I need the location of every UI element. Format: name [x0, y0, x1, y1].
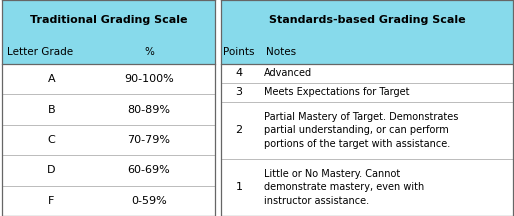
Text: 3: 3	[235, 87, 243, 97]
Text: 70-79%: 70-79%	[127, 135, 171, 145]
Text: Meets Expectations for Target: Meets Expectations for Target	[264, 87, 409, 97]
Text: 1: 1	[235, 183, 243, 192]
Text: 90-100%: 90-100%	[124, 74, 174, 84]
Text: 2: 2	[235, 125, 243, 135]
Text: C: C	[47, 135, 56, 145]
Bar	[221, 40, 513, 64]
Text: F: F	[48, 196, 54, 206]
Text: Advanced: Advanced	[264, 68, 312, 78]
Text: 60-69%: 60-69%	[127, 165, 171, 175]
Text: Points: Points	[223, 47, 255, 57]
Text: Partial Mastery of Target. Demonstrates
partial understanding, or can perform
po: Partial Mastery of Target. Demonstrates …	[264, 112, 458, 149]
Text: B: B	[48, 105, 55, 114]
Bar	[221, 0, 513, 40]
Bar	[2, 40, 215, 64]
Text: Notes: Notes	[266, 47, 297, 57]
Text: Traditional Grading Scale: Traditional Grading Scale	[30, 15, 187, 25]
Text: A: A	[48, 74, 55, 84]
Text: 0-59%: 0-59%	[131, 196, 167, 206]
Text: Standards-based Grading Scale: Standards-based Grading Scale	[269, 15, 465, 25]
Text: 4: 4	[235, 68, 243, 78]
Text: %: %	[144, 47, 154, 57]
Text: D: D	[47, 165, 56, 175]
Bar	[2, 0, 215, 40]
Text: Little or No Mastery. Cannot
demonstrate mastery, even with
instructor assistanc: Little or No Mastery. Cannot demonstrate…	[264, 169, 424, 206]
Text: Letter Grade: Letter Grade	[7, 47, 74, 57]
Text: 80-89%: 80-89%	[127, 105, 171, 114]
